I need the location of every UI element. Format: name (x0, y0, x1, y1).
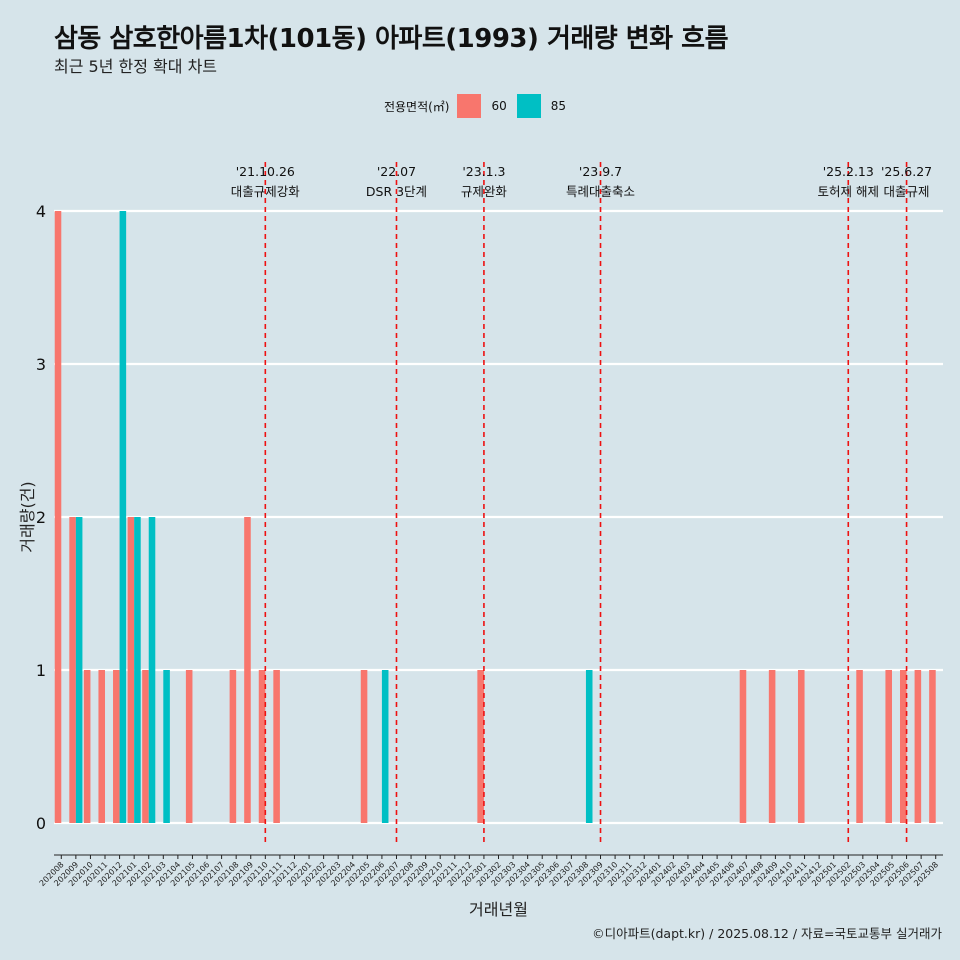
bar-60-202111 (273, 670, 280, 823)
source-caption: ©디아파트(dapt.kr) / 2025.08.12 / 자료=국토교통부 실… (592, 926, 942, 941)
legend: 전용면적(㎡) 60 85 (0, 94, 960, 118)
legend-swatch-85 (516, 94, 541, 118)
event-date-3: '23.9.7 (579, 164, 622, 179)
bar-60-202301 (477, 670, 484, 823)
bar-60-202108 (229, 670, 237, 823)
y-tick-label: 3 (36, 355, 46, 374)
chart-subtitle: 최근 5년 한정 확대 차트 (54, 57, 218, 76)
event-date-0: '21.10.26 (236, 164, 295, 179)
bar-60-202012 (113, 670, 120, 823)
bar-60-202411 (797, 670, 805, 823)
bar-85-202012 (119, 211, 127, 823)
bar-60-202110 (258, 670, 266, 823)
bar-60-202105 (185, 670, 193, 823)
chart-title: 삼동 삼호한아름1차(101동) 아파트(1993) 거래량 변화 흐름 (54, 24, 729, 54)
bar-60-202101 (127, 517, 135, 823)
bar-60-202409 (768, 670, 776, 823)
bar-60-202508 (929, 670, 936, 823)
legend-title: 전용면적(㎡) (383, 99, 450, 114)
event-label-1: DSR 3단계 (366, 184, 427, 199)
bar-60-202506 (900, 670, 907, 823)
x-axis-title: 거래년월 (469, 900, 528, 919)
y-tick-label: 4 (36, 202, 46, 221)
event-date-4: '25.2.13 (823, 164, 874, 179)
event-label-5: 대출규제 (884, 184, 930, 199)
y-tick-label: 2 (36, 508, 46, 527)
bar-60-202010 (83, 670, 91, 823)
legend-label-85: 85 (550, 99, 567, 113)
bar-85-202103 (163, 670, 170, 823)
event-label-3: 특례대출축소 (566, 184, 635, 199)
event-label-0: 대출규제강화 (231, 184, 301, 199)
bar-60-202407 (739, 670, 747, 823)
bar-85-202101 (134, 517, 141, 823)
legend-swatch-60 (457, 94, 482, 118)
bar-60-202109 (244, 517, 251, 823)
bar-60-202205 (360, 670, 368, 823)
bar-85-202102 (148, 517, 156, 823)
bar-60-202505 (885, 670, 892, 823)
bar-60-202008 (54, 211, 62, 823)
legend-item-60: 60 (457, 94, 507, 118)
bar-60-202102 (142, 670, 149, 823)
bar-85-202009 (75, 517, 83, 823)
y-tick-label: 1 (36, 661, 46, 680)
bar-85-202308 (585, 670, 593, 823)
y-tick-label: 0 (36, 814, 46, 833)
event-label-4: 토허제 해제 (818, 184, 879, 199)
bar-60-202009 (69, 517, 76, 823)
event-date-5: '25.6.27 (881, 164, 932, 179)
event-date-2: '23.1.3 (462, 164, 505, 179)
y-axis-title: 거래량(건) (18, 481, 37, 552)
bar-60-202503 (856, 670, 863, 823)
bar-60-202011 (98, 670, 106, 823)
legend-label-60: 60 (491, 99, 507, 113)
bar-85-202206 (381, 670, 389, 823)
bar-60-202507 (914, 670, 922, 823)
event-label-2: 규제완화 (461, 184, 508, 199)
legend-item-85: 85 (516, 94, 567, 118)
event-date-1: '22.07 (377, 164, 416, 179)
